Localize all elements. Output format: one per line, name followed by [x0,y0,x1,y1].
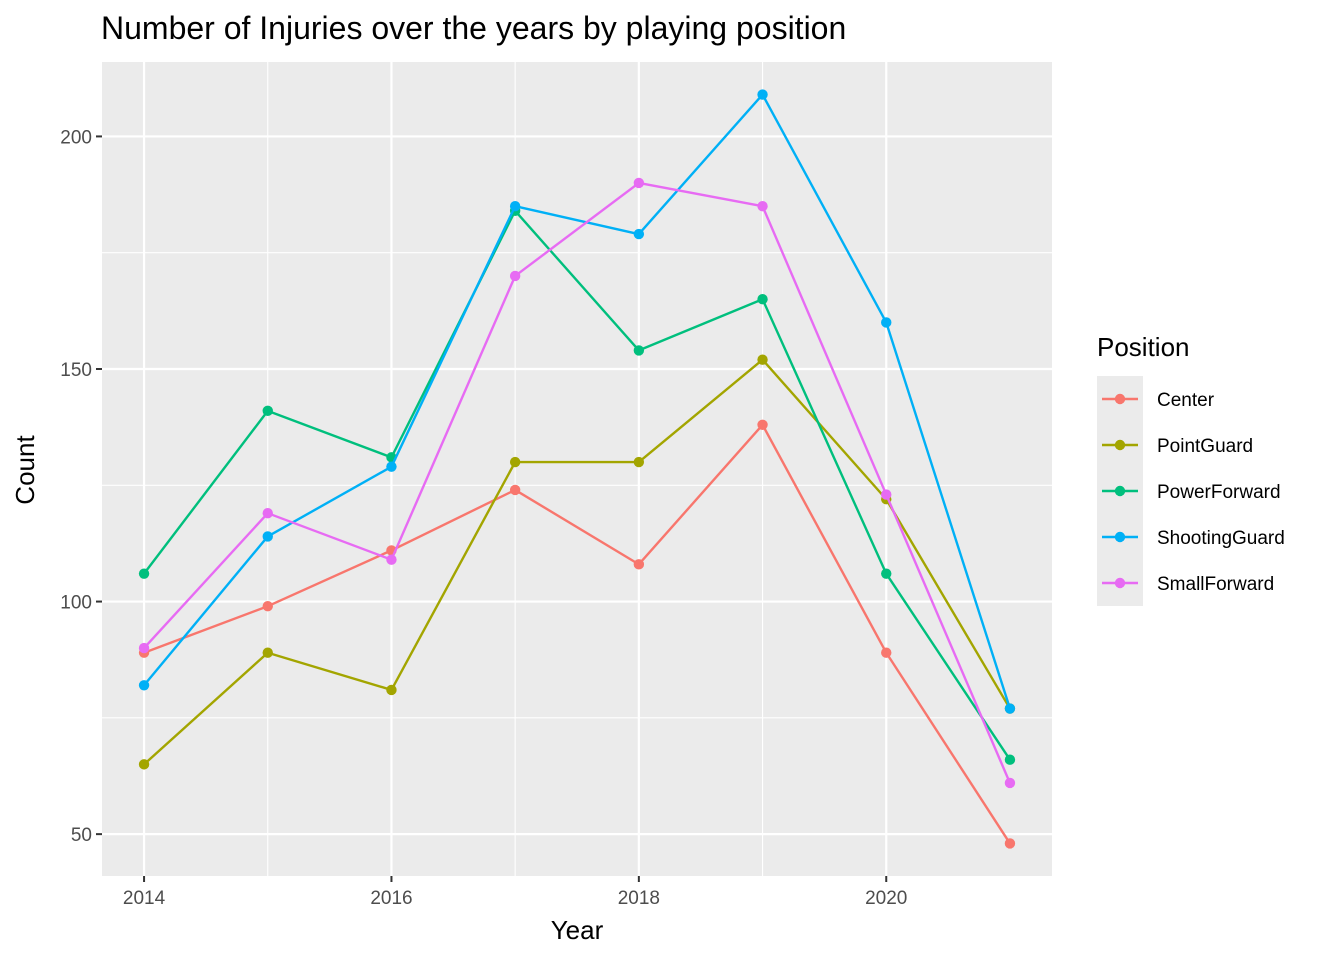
data-point-shootingguard [509,200,521,212]
series-center [138,419,1016,849]
data-point-powerforward [633,345,645,356]
data-point-smallforward [1004,777,1016,789]
minor-gridlines [102,62,1052,876]
legend: Position Center PointGuard PowerForward Sho… [1097,332,1285,606]
x-tick-label: 2014 [123,888,166,909]
x-axis-title: Year [551,915,604,945]
series-line-smallforward [143,181,1012,784]
data-point-pointguard [633,456,645,468]
data-point-shootingguard [633,228,645,240]
data-point-smallforward [633,177,645,189]
data-point-pointguard [757,354,768,365]
x-axis: 2014 2016 2018 2020 [123,876,907,909]
series-line-shootingguard [143,93,1012,709]
y-axis: 50 100 150 200 [60,127,102,846]
data-point-center [509,484,521,496]
data-point-shootingguard [881,317,892,328]
legend-item-shootingguard: ShootingGuard [1097,514,1285,560]
data-point-pointguard [386,684,397,696]
series-line-pointguard [143,358,1011,766]
data-point-smallforward [262,507,273,519]
data-point-powerforward [881,568,892,579]
legend-key-point [1114,439,1126,451]
x-tick-label: 2018 [618,888,660,909]
data-point-pointguard [509,456,521,468]
legend-key-point [1114,485,1126,497]
chart-title: Number of Injuries over the years by pla… [101,10,846,46]
data-point-center [633,559,645,570]
y-tick-label: 50 [71,825,92,846]
series-layer [138,89,1016,849]
data-point-center [881,647,892,658]
legend-key-point [1114,531,1126,543]
series-line-center [143,423,1011,845]
legend-item-smallforward: SmallForward [1097,560,1274,606]
data-point-pointguard [262,647,273,658]
data-point-shootingguard [1004,703,1016,714]
legend-label: SmallForward [1157,574,1274,595]
x-tick-label: 2020 [865,888,907,909]
series-shootingguard [138,89,1016,714]
data-point-shootingguard [138,680,150,691]
y-tick-label: 100 [60,593,92,614]
legend-label: ShootingGuard [1157,528,1285,549]
legend-title: Position [1097,332,1190,362]
data-point-smallforward [509,270,521,282]
legend-label: PointGuard [1157,436,1253,457]
y-tick-label: 150 [60,360,92,381]
legend-item-pointguard: PointGuard [1097,422,1253,468]
data-point-center [262,601,273,612]
data-point-smallforward [757,200,768,212]
data-point-smallforward [881,489,892,500]
y-tick-label: 200 [60,127,92,148]
data-point-shootingguard [757,89,768,100]
y-axis-title: Count [10,435,40,505]
data-point-pointguard [138,759,150,770]
legend-item-center: Center [1097,376,1215,422]
legend-label: PowerForward [1157,482,1281,503]
series-line-powerforward [143,209,1011,761]
data-point-smallforward [386,554,397,565]
x-tick-label: 2016 [370,888,412,909]
data-point-center [757,419,768,431]
data-point-shootingguard [262,531,273,542]
data-point-smallforward [138,642,150,654]
legend-label: Center [1157,390,1215,411]
legend-item-powerforward: PowerForward [1097,468,1281,514]
data-point-powerforward [262,405,273,417]
data-point-center [1004,838,1016,849]
legend-key-point [1114,577,1126,589]
data-point-powerforward [138,568,150,579]
legend-key-point [1114,393,1126,405]
data-point-powerforward [1004,754,1016,765]
series-smallforward [138,177,1016,789]
major-gridlines [102,62,1052,876]
data-point-powerforward [757,294,768,305]
data-point-shootingguard [386,461,397,472]
plot-panel [102,62,1052,876]
